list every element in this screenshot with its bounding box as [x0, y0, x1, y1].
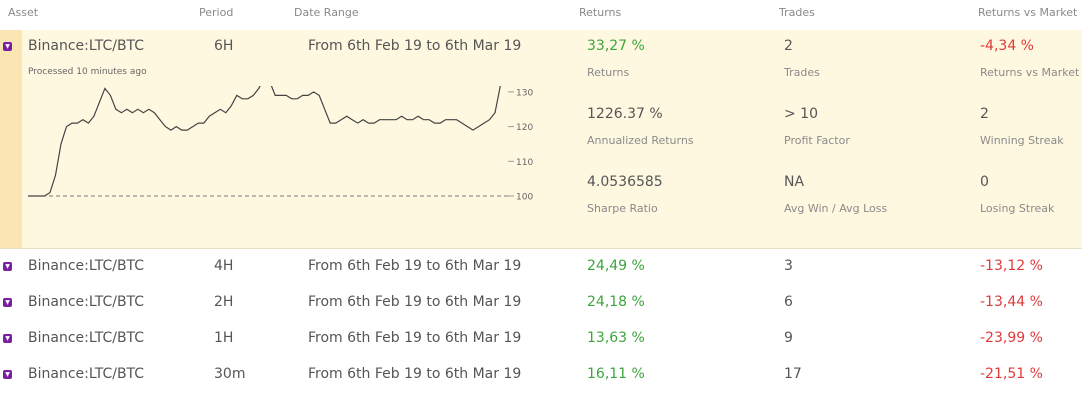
row-period: 2H — [214, 294, 234, 310]
metric-value: > 10 — [784, 106, 818, 122]
y-tick-label: 110 — [516, 158, 533, 168]
metric-label: Sharpe Ratio — [587, 202, 658, 215]
expand-toggle-icon[interactable]: ▼ — [3, 370, 12, 379]
table-row[interactable]: ▼ Binance:LTC/BTC 2H From 6th Feb 19 to 6th… — [0, 285, 1082, 321]
expand-toggle-icon[interactable]: ▼ — [3, 262, 12, 271]
row-returns-vs-market: -23,99 % — [980, 330, 1043, 346]
y-tick-label: 130 — [516, 88, 533, 98]
expanded-row-marker — [0, 30, 22, 248]
row-returns: 24,18 % — [587, 294, 645, 310]
date-range: From 6th Feb 19 to 6th Mar 19 — [308, 38, 522, 54]
metric-value: 1226.37 % — [587, 106, 663, 122]
metric-value: 0 — [980, 174, 989, 190]
metric-label: Trades — [784, 66, 820, 79]
row-returns-vs-market: -13,44 % — [980, 294, 1043, 310]
row-returns: 13,63 % — [587, 330, 645, 346]
collapse-toggle-icon[interactable]: ▼ — [3, 42, 12, 51]
returns-series-line — [28, 86, 501, 197]
table-row[interactable]: ▼ Binance:LTC/BTC 30m From 6th Feb 19 to 6t… — [0, 357, 1082, 393]
header-returns[interactable]: Returns — [579, 6, 622, 19]
table-row[interactable]: ▼ Binance:LTC/BTC 1H From 6th Feb 19 to 6th… — [0, 321, 1082, 357]
row-date-range: From 6th Feb 19 to 6th Mar 19 — [308, 330, 522, 346]
header-returns-vs-market[interactable]: Returns vs Market — [978, 6, 1078, 19]
row-date-range: From 6th Feb 19 to 6th Mar 19 — [308, 258, 522, 274]
row-returns-vs-market: -13,12 % — [980, 258, 1043, 274]
row-asset: Binance:LTC/BTC — [28, 330, 145, 346]
row-returns: 24,49 % — [587, 258, 645, 274]
row-asset: Binance:LTC/BTC — [28, 294, 145, 310]
row-trades: 3 — [784, 258, 793, 274]
returns-chart: 130 120 110 100 — [28, 86, 533, 203]
metric-value: NA — [784, 174, 805, 190]
metric-value: 2 — [980, 106, 989, 122]
metric-value: -4,34 % — [980, 38, 1034, 54]
row-trades: 17 — [784, 366, 802, 382]
metric-label: Returns — [587, 66, 630, 79]
y-tick-label: 100 — [516, 193, 533, 203]
row-period: 30m — [214, 366, 246, 382]
row-returns: 16,11 % — [587, 366, 645, 382]
header-period[interactable]: Period — [199, 6, 234, 19]
header-trades[interactable]: Trades — [779, 6, 815, 19]
metric-label: Returns vs Market — [980, 66, 1080, 79]
row-period: 4H — [214, 258, 234, 274]
row-asset: Binance:LTC/BTC — [28, 258, 145, 274]
metric-label: Winning Streak — [980, 134, 1064, 147]
asset-name: Binance:LTC/BTC — [28, 38, 145, 54]
expand-toggle-icon[interactable]: ▼ — [3, 334, 12, 343]
header-asset[interactable]: Asset — [8, 6, 39, 19]
metric-value: 33,27 % — [587, 38, 645, 54]
processed-status: Processed 10 minutes ago — [28, 67, 147, 77]
metric-value: 4.0536585 — [587, 174, 663, 190]
expand-toggle-icon[interactable]: ▼ — [3, 298, 12, 307]
table-row[interactable]: ▼ Binance:LTC/BTC 4H From 6th Feb 19 to 6th… — [0, 249, 1082, 285]
row-period: 1H — [214, 330, 234, 346]
row-date-range: From 6th Feb 19 to 6th Mar 19 — [308, 294, 522, 310]
row-date-range: From 6th Feb 19 to 6th Mar 19 — [308, 366, 522, 382]
row-trades: 6 — [784, 294, 793, 310]
row-asset: Binance:LTC/BTC — [28, 366, 145, 382]
expanded-row[interactable]: ▼ Binance:LTC/BTC Processed 10 minutes a… — [0, 30, 1082, 249]
period: 6H — [214, 38, 234, 54]
metric-label: Avg Win / Avg Loss — [784, 202, 888, 215]
y-tick-label: 120 — [516, 123, 533, 133]
metric-label: Annualized Returns — [587, 134, 694, 147]
row-returns-vs-market: -21,51 % — [980, 366, 1043, 382]
table-header: Asset Period Date Range Returns Trades R… — [0, 0, 1082, 30]
metric-label: Profit Factor — [784, 134, 850, 147]
row-trades: 9 — [784, 330, 793, 346]
header-date-range[interactable]: Date Range — [294, 6, 359, 19]
metric-value: 2 — [784, 38, 793, 54]
results-list: ▼ Binance:LTC/BTC 4H From 6th Feb 19 to 6th… — [0, 249, 1082, 393]
metric-label: Losing Streak — [980, 202, 1055, 215]
